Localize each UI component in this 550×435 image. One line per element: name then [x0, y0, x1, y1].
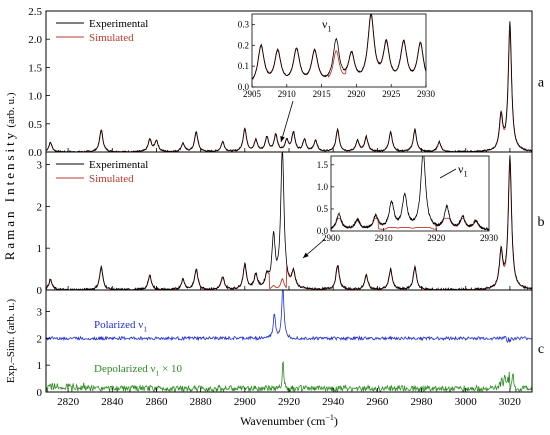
inset-arrow-head [303, 252, 309, 258]
inset-a: 2905 2910 2915 2920 2925 2930 0.0 0.1 0.2 0.3 ν1 [238, 13, 436, 99]
inset-y-tick-label: 0.0 [317, 226, 329, 236]
x-tick-label: 2840 [101, 396, 124, 408]
x-tick-label: 2980 [411, 396, 434, 408]
inset-x-tick-label: 2925 [382, 89, 401, 99]
inset-x-tick-label: 2905 [243, 89, 262, 99]
legend-label-depolarized: Depolarized ν1 × 10 [94, 363, 183, 377]
inset-traces-a [252, 14, 426, 81]
y-tick-label-c: 0 [37, 387, 43, 399]
x-axis-label: Wavenumber (cm−1) [240, 413, 338, 428]
inset-x-tick-label: 2900 [322, 233, 341, 243]
y-tick-label-b: 2 [37, 201, 43, 213]
inset-x-tick-label: 2915 [313, 89, 332, 99]
inset-x-tick-label: 2920 [347, 89, 366, 99]
legend-label-simulated: Simulated [89, 32, 134, 44]
inset-y-tick-label: 0.2 [238, 40, 249, 50]
x-tick-label: 2920 [278, 396, 301, 408]
inset-label-v1: ν1 [458, 162, 468, 179]
x-tick-label: 2820 [57, 396, 80, 408]
y-axis-label-a: (arb. u.) [5, 92, 17, 127]
inset-y-tick-label: 1.5 [317, 160, 329, 170]
inset-y-tick-label: 0.1 [238, 61, 249, 71]
x-tick-label: 2900 [234, 396, 257, 408]
panel-letter-a: a [538, 76, 545, 91]
x-tick-label: 2860 [145, 396, 168, 408]
inset-x-tick-label: 2910 [375, 233, 394, 243]
y-tick-label-c: 3 [37, 306, 43, 318]
legend-label-simulated: Simulated [89, 173, 134, 185]
legend-label-polarized: Polarized ν1 [94, 319, 147, 333]
inset-x-tick-label: 2930 [417, 89, 436, 99]
y-tick-label-a: 0.0 [28, 147, 42, 159]
inset-frame-b [330, 155, 490, 232]
y-tick-label-b: 3 [37, 160, 43, 172]
y-tick-label-a: 0.5 [28, 119, 42, 131]
inset-experimental-b [331, 156, 489, 231]
y-tick-label-c: 1 [37, 360, 43, 372]
panel-a: 0.0 0.5 1.0 1.5 2.0 2.5 Experimental Simulated a… [28, 6, 545, 159]
inset-arrow [280, 100, 294, 143]
inset-b: 2900 2910 2920 2930 0.0 0.5 1.0 1.5 ν1 [317, 155, 499, 243]
inset-y-tick-label: 0.0 [238, 82, 250, 92]
x-tick-label: 2880 [190, 396, 213, 408]
y-tick-label-b: 0 [37, 285, 43, 297]
panel-letter-c: c [538, 342, 544, 357]
panel-c: 0 1 2 3 2820 2840 2860 2880 2900 2920 2940 2960 2980… [5, 290, 544, 428]
x-tick-label: 3020 [499, 396, 522, 408]
legend-label-experimental: Experimental [89, 159, 148, 171]
inset-x-tick-label: 2910 [278, 89, 297, 99]
inset-y-tick-label: 0.3 [238, 19, 250, 29]
x-tick-label: 3000 [455, 396, 478, 408]
legend-label-experimental: Experimental [89, 18, 148, 30]
y-tick-label-a: 1.5 [28, 62, 42, 74]
panel-frame-c [45, 289, 533, 393]
y-tick-label-a: 1.0 [28, 91, 42, 103]
x-tick-label: 2940 [322, 396, 345, 408]
y-tick-label-a: 2.5 [28, 6, 42, 18]
x-tick-label: 2960 [366, 396, 389, 408]
y-tick-label-b: 1 [37, 243, 43, 255]
inset-label-v1: ν1 [322, 17, 332, 34]
inset-traces-b [331, 156, 489, 231]
inset-pointer [439, 168, 457, 179]
inset-x-tick-label: 2930 [480, 233, 499, 243]
y-tick-label-c: 2 [37, 333, 43, 345]
y-tick-label-a: 2.0 [28, 34, 42, 46]
y-axis-label-b: Raman Intensity [2, 130, 17, 261]
polarized-series [46, 290, 532, 344]
inset-y-tick-label: 1.0 [317, 182, 329, 192]
panel-letter-b: b [538, 215, 545, 230]
inset-x-tick-label: 2920 [427, 233, 446, 243]
inset-experimental-a [252, 14, 426, 80]
inset-y-tick-label: 0.5 [317, 204, 329, 214]
inset-arrow-head [280, 136, 285, 142]
y-axis-label-c: Exp.–Sim. (arb. u.) [5, 299, 17, 384]
